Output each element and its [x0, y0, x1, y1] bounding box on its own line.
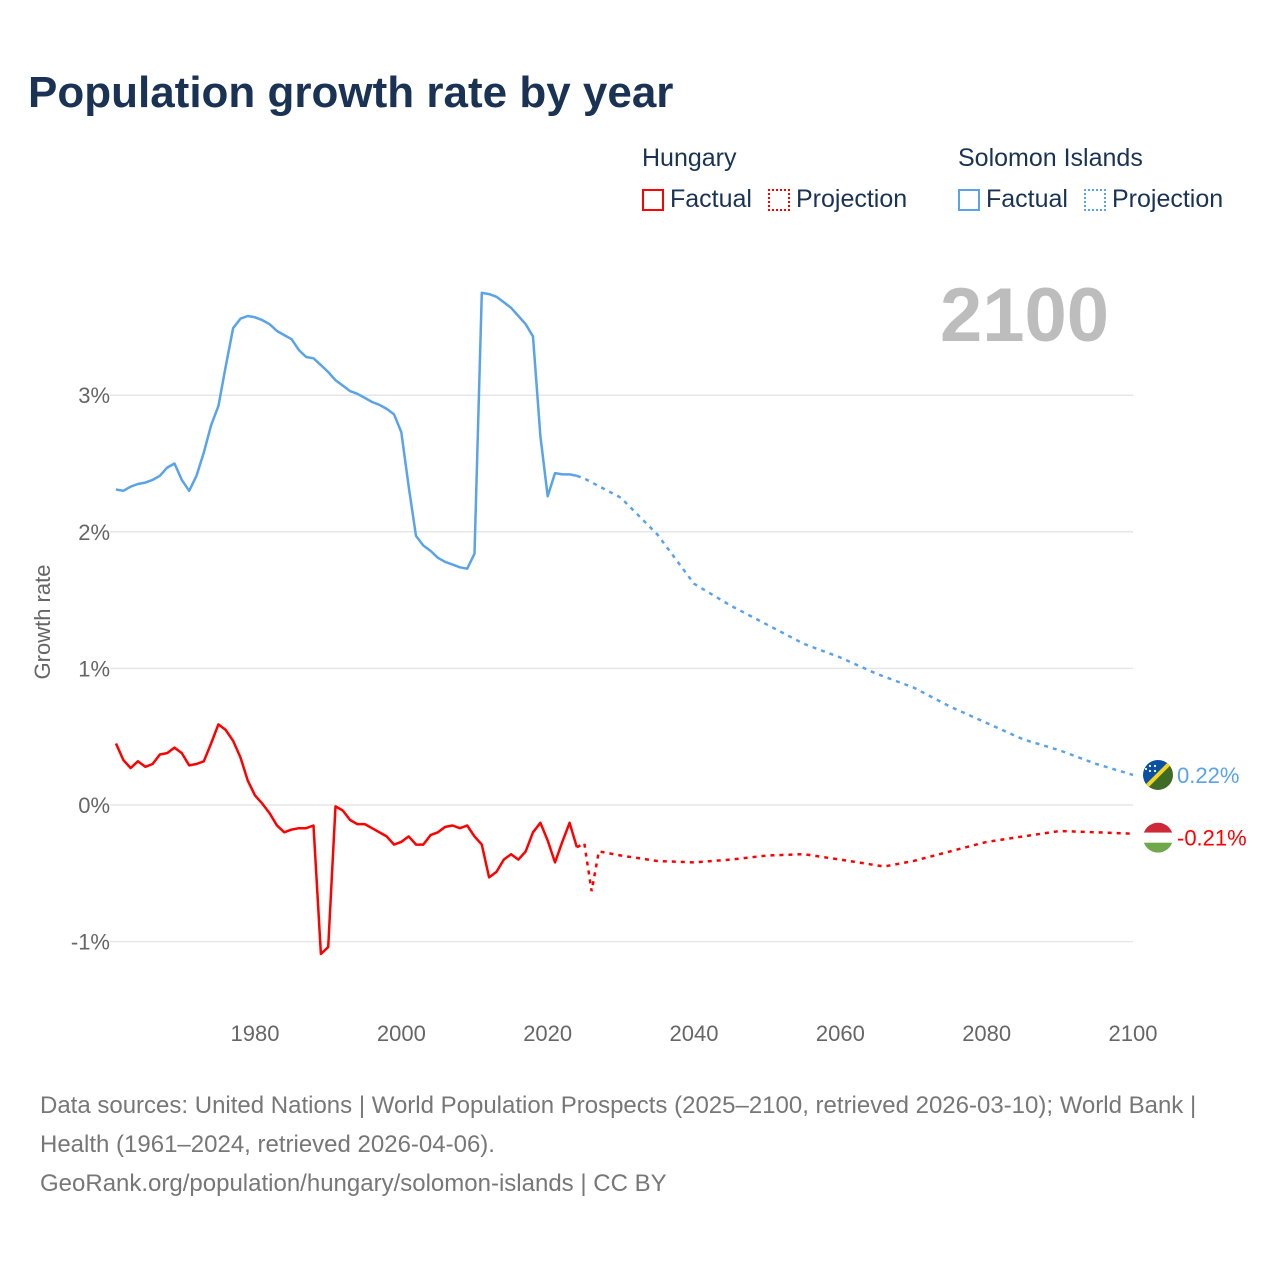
solomon-islands-end-label: 0.22% [1177, 763, 1239, 788]
dotted-swatch-icon [1083, 188, 1106, 211]
year-label: 2100 [940, 273, 1110, 358]
legend-label: Projection [1111, 185, 1224, 213]
data-sources: Data sources: United Nations | World Pop… [40, 1092, 1197, 1158]
solomon-islands-factual-line [115, 291, 578, 570]
y-axis-label: Growth rate [30, 565, 55, 680]
y-tick-label: 2% [78, 520, 110, 545]
x-tick-label: 2080 [962, 1021, 1011, 1046]
x-tick-label: 2000 [377, 1021, 426, 1046]
legend-group-name: Solomon Islands [958, 144, 1143, 172]
legend-solomon-factual[interactable]: Factual [958, 185, 1068, 214]
x-tick-label: 2060 [816, 1021, 865, 1046]
legend-label: Factual [670, 185, 752, 213]
y-tick-label: 3% [78, 383, 110, 408]
dotted-swatch-icon [767, 188, 790, 211]
x-tick-label: 1980 [231, 1021, 280, 1046]
footer: Data sources: United Nations | World Pop… [40, 1086, 1240, 1203]
y-tick-label: 1% [78, 656, 110, 681]
solid-swatch-icon [958, 188, 980, 211]
legend-label: Factual [986, 185, 1068, 213]
legend-hungary-projection[interactable]: Projection [767, 185, 908, 214]
y-tick-label: 0% [78, 793, 110, 818]
x-tick-label: 2020 [523, 1021, 572, 1046]
x-tick-label: 2100 [1109, 1021, 1158, 1046]
legend-hungary-factual[interactable]: Factual [642, 185, 752, 214]
legend-label: Projection [795, 185, 908, 213]
legend-solomon-projection[interactable]: Projection [1083, 185, 1224, 214]
solid-swatch-icon [642, 188, 664, 211]
credit-link[interactable]: GeoRank.org/population/hungary/solomon-i… [40, 1170, 667, 1197]
hungary-factual-line [114, 723, 579, 956]
legend-group-name: Hungary [642, 144, 737, 172]
hungary-projection-line [576, 829, 1134, 892]
hungary-end-label: -0.21% [1177, 826, 1247, 851]
chart-title: Population growth rate by year [28, 68, 674, 117]
legend-hungary: Hungary Factual Projection [642, 144, 907, 214]
x-tick-label: 2040 [670, 1021, 719, 1046]
legend-solomon-islands: Solomon Islands Factual Projection [958, 144, 1223, 214]
solomon-islands-flag-icon [1143, 759, 1173, 790]
y-tick-label: -1% [71, 930, 110, 955]
solomon-islands-projection-line [576, 474, 1134, 777]
hungary-flag-icon [1143, 822, 1173, 853]
